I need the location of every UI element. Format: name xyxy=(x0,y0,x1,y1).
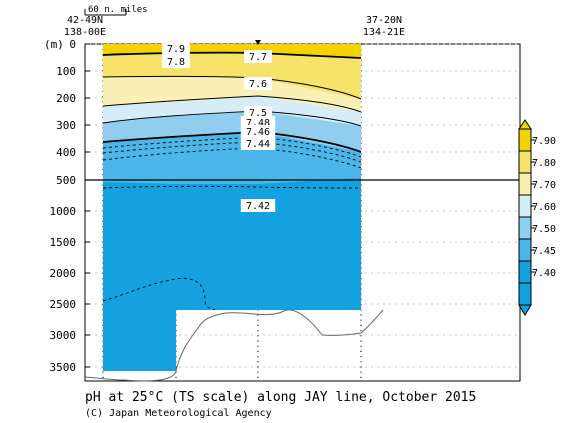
colorbar-label: 7.80 xyxy=(532,158,556,169)
upper-y-tick-label: 300 xyxy=(56,119,76,132)
colorbar-segment xyxy=(518,150,532,174)
colorbar-segment xyxy=(518,216,532,240)
contour-label: 7.9 xyxy=(167,44,185,55)
contour-7-42-upper xyxy=(103,185,361,189)
chart-title: pH at 25°C (TS scale) along JAY line, Oc… xyxy=(85,390,476,405)
contour-label-bg xyxy=(244,106,272,119)
contour-label-bg xyxy=(240,199,276,212)
contour-label: 7.48 xyxy=(246,118,270,129)
colorbar-label: 7.50 xyxy=(532,224,556,235)
colorbar-label: 7.90 xyxy=(532,136,556,147)
contour-label: 7.5 xyxy=(249,108,267,119)
left-endpoint-lon: 138-00E xyxy=(64,27,106,38)
right-endpoint-lat: 37-20N xyxy=(366,15,402,26)
contour-label: 7.44 xyxy=(246,139,270,150)
colorbar-label: 7.45 xyxy=(532,246,556,257)
contour-label: 7.46 xyxy=(246,127,270,138)
lower-y-tick-label: 3000 xyxy=(50,329,77,342)
upper-y-tick-label: 500 xyxy=(56,174,76,187)
left-endpoint-lat: 42-49N xyxy=(67,15,103,26)
colorbar-segment xyxy=(518,282,532,306)
colorbar-segment xyxy=(518,172,532,196)
station-marker xyxy=(255,40,261,45)
colorbar-label: 7.70 xyxy=(532,180,556,191)
bathymetry-line xyxy=(84,309,384,382)
right-endpoint-lon: 134-21E xyxy=(363,27,405,38)
scale-bar-label: 60 n. miles xyxy=(88,5,148,15)
contour-label-bg xyxy=(240,137,276,150)
colorbar-segment xyxy=(518,260,532,284)
colorbar-label: 7.40 xyxy=(532,268,556,279)
lower-y-tick-label: 1500 xyxy=(50,236,77,249)
colorbar-segment xyxy=(518,238,532,262)
contour-7-48 xyxy=(103,136,361,158)
contour-label-bg xyxy=(244,77,272,90)
upper-y-tick-label: 0 xyxy=(69,38,76,51)
colorbar-bottom-tip xyxy=(518,304,532,316)
lower-y-tick-label: 2500 xyxy=(50,298,77,311)
contour-7-44 xyxy=(103,147,361,169)
lower-y-tick-label: 1000 xyxy=(50,205,77,218)
chart-credit: (C) Japan Meteorological Agency xyxy=(85,408,272,419)
lower-y-tick-label: 2000 xyxy=(50,267,77,280)
colorbar-label: 7.60 xyxy=(532,202,556,213)
contour-7-42-lower xyxy=(103,277,216,311)
contour-label-bg xyxy=(162,42,190,55)
contour-7-7 xyxy=(103,95,361,113)
contour-label: 7.6 xyxy=(249,79,267,90)
colorbar-segment xyxy=(518,128,532,152)
contour-label: 7.42 xyxy=(246,201,270,212)
contour-label: 7.8 xyxy=(167,57,185,68)
contour-label-bg xyxy=(162,55,190,68)
contour-label-bg xyxy=(240,125,276,138)
y-unit-label: (m) xyxy=(44,38,64,51)
upper-y-tick-label: 400 xyxy=(56,146,76,159)
upper-y-tick-label: 100 xyxy=(56,65,76,78)
colorbar xyxy=(518,119,532,316)
contour-7-46 xyxy=(103,141,361,163)
upper-y-tick-label: 200 xyxy=(56,92,76,105)
contour-label: 7.7 xyxy=(249,52,267,63)
contour-label-bg xyxy=(244,50,272,63)
colorbar-segment xyxy=(518,194,532,218)
lower-y-tick-label: 3500 xyxy=(50,361,77,374)
